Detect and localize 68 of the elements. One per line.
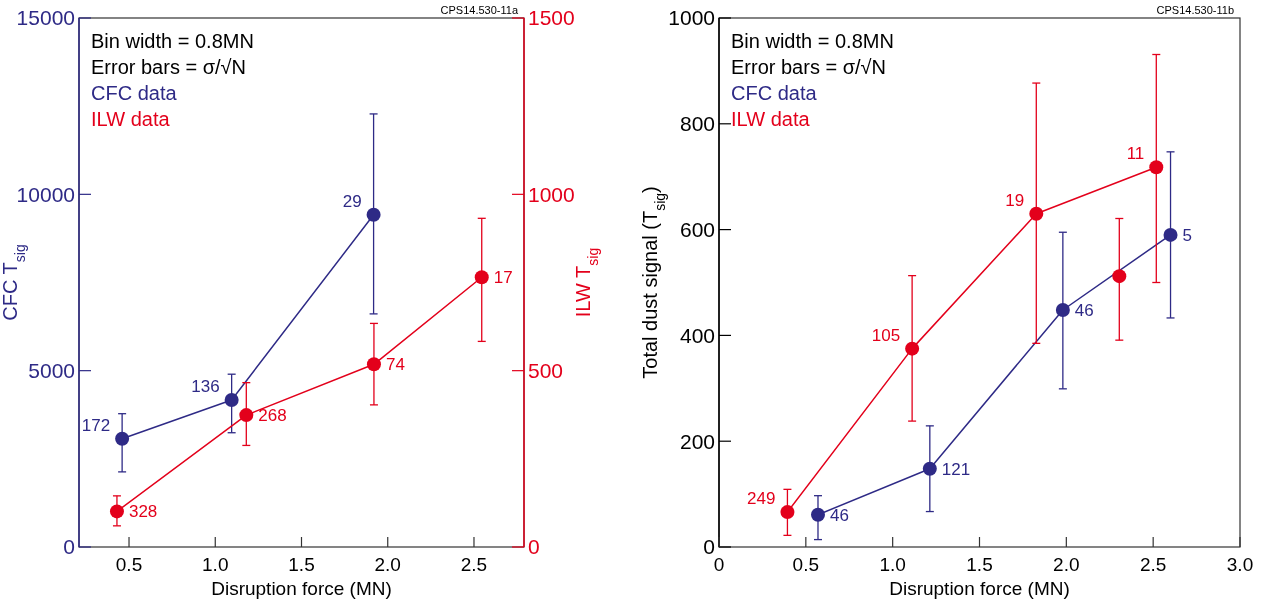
annotation: 19 — [1005, 190, 1025, 210]
text: ILW data — [91, 108, 171, 130]
point — [1112, 269, 1127, 284]
point — [1029, 206, 1044, 221]
y-tick-label: 0 — [703, 535, 715, 559]
annotation: 46 — [829, 505, 849, 525]
annotation: Bin width = 0.8MN — [91, 30, 254, 52]
x-tick-label: 3.0 — [1226, 554, 1254, 575]
annotation: 46 — [1074, 301, 1094, 321]
annotation: 268 — [258, 406, 287, 426]
y-tick-label: 1000 — [668, 6, 715, 30]
x-tick-label: 0.5 — [792, 554, 820, 575]
x-tick-label: 2.5 — [460, 554, 488, 575]
x-tick-label: 2.0 — [374, 554, 401, 575]
y-tick-label: 15000 — [16, 6, 75, 30]
text: ILW data — [731, 108, 811, 130]
y-tick-label: 0 — [63, 535, 75, 559]
x-tick-label: 1.5 — [288, 554, 315, 575]
x-tick-label: 0.5 — [115, 554, 143, 575]
annotation: 5 — [1182, 225, 1192, 245]
annotation: 29 — [342, 191, 362, 211]
y-tick-label: 5000 — [28, 359, 75, 383]
text: CFC data — [731, 82, 818, 104]
point — [1149, 160, 1164, 175]
x-axis-title: Disruption force (MN) — [211, 578, 392, 599]
annotation: 105 — [871, 325, 901, 345]
annotation: Bin width = 0.8MN — [731, 30, 894, 52]
y2-tick-label: 1500 — [528, 6, 575, 30]
text: CFC data — [91, 82, 178, 104]
annotation: 121 — [941, 459, 971, 479]
x-tick-label: 2.0 — [1053, 554, 1080, 575]
annotation: 11 — [1126, 144, 1145, 164]
annotation: 328 — [128, 502, 158, 522]
point — [1055, 303, 1070, 318]
point — [810, 507, 825, 522]
annotation: 172 — [81, 415, 111, 435]
x-tick-label: 1.5 — [966, 554, 993, 575]
point — [474, 270, 489, 285]
annotation: 136 — [191, 376, 220, 396]
y-tick-label: 600 — [679, 217, 715, 241]
point — [1163, 227, 1178, 242]
point — [224, 392, 239, 407]
annotation: 74 — [385, 355, 405, 375]
annotation: Error bars = σ/√N — [731, 56, 887, 78]
point — [115, 431, 130, 446]
point — [905, 341, 920, 356]
point — [922, 461, 937, 476]
annotation: 17 — [493, 268, 513, 288]
annotation: 249 — [747, 489, 776, 509]
y-tick-label: 200 — [679, 429, 715, 453]
point — [109, 504, 124, 519]
y-tick-label: 10000 — [16, 182, 75, 206]
point — [366, 357, 381, 372]
annotation: Error bars = σ/√N — [91, 56, 247, 78]
x-tick-label: 2.5 — [1139, 554, 1167, 575]
point — [366, 207, 381, 222]
point — [239, 408, 254, 423]
y-tick-label: 800 — [679, 112, 715, 136]
text: CPS14.530-11a — [440, 4, 519, 16]
y2-tick-label: 1000 — [528, 182, 575, 206]
point — [780, 505, 795, 520]
text: CPS14.530-11b — [1156, 4, 1234, 16]
y2-tick-label: 500 — [528, 359, 564, 383]
y2-tick-label: 0 — [528, 535, 540, 559]
y-tick-label: 400 — [679, 323, 715, 347]
x-axis-title: Disruption force (MN) — [889, 578, 1070, 599]
x-tick-label: 1.0 — [202, 554, 229, 575]
x-tick-label: 1.0 — [879, 554, 906, 575]
